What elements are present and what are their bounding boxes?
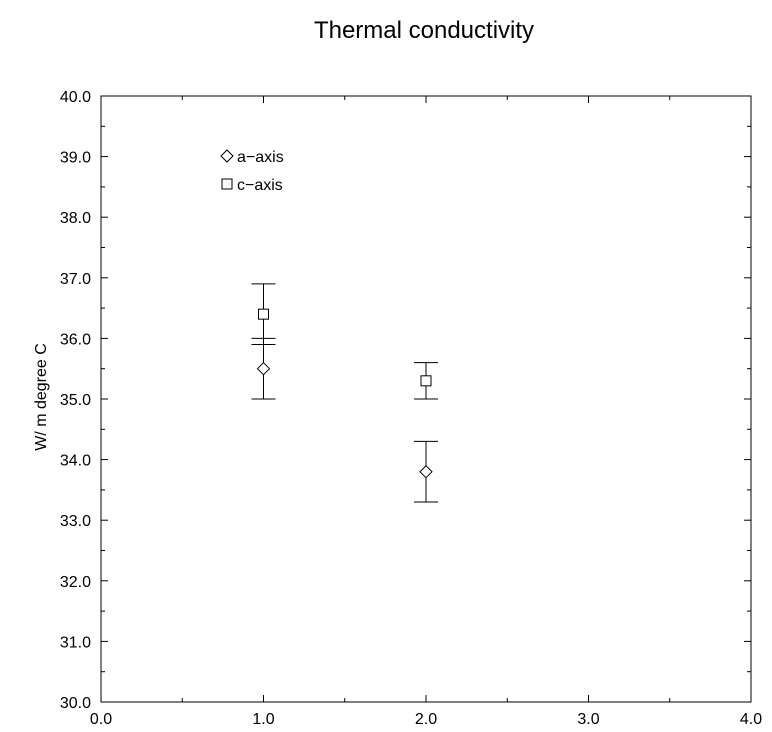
x-tick-label: 1.0	[252, 711, 274, 728]
x-tick-label: 0.0	[90, 711, 112, 728]
axis-tick-labels: 0.0 1.0 2.0 3.0 4.0 30.0 31.0 32.0 33.0 34.0 35.0 3…	[60, 89, 762, 728]
legend-diamond-icon	[220, 149, 234, 163]
y-tick-label: 30.0	[60, 695, 91, 712]
legend-label: a−axis	[237, 149, 284, 166]
data-markers	[256, 308, 433, 479]
square-point	[258, 308, 269, 320]
y-tick-label: 40.0	[60, 89, 91, 106]
y-tick-label: 31.0	[60, 634, 91, 651]
diamond-point	[419, 465, 433, 479]
x-tick-label: 4.0	[740, 711, 762, 728]
chart-title: Thermal conductivity	[314, 17, 534, 44]
y-tick-label: 35.0	[60, 392, 91, 409]
y-tick-label: 39.0	[60, 150, 91, 167]
x-tick-label: 2.0	[415, 711, 437, 728]
axis-ticks	[100, 95, 752, 703]
y-tick-label: 34.0	[60, 453, 91, 470]
y-axis-label: W/ m degree C	[33, 343, 50, 451]
y-tick-label: 38.0	[60, 210, 91, 227]
legend-square-icon	[221, 178, 233, 190]
y-tick-label: 32.0	[60, 574, 91, 591]
legend: a−axis c−axis	[220, 149, 284, 194]
y-tick-label: 33.0	[60, 513, 91, 530]
error-bars	[251, 283, 438, 503]
legend-label: c−axis	[237, 177, 283, 194]
y-tick-label: 36.0	[60, 331, 91, 348]
y-tick-label: 37.0	[60, 271, 91, 288]
square-point	[420, 375, 432, 387]
x-tick-label: 3.0	[577, 711, 599, 728]
diamond-point	[256, 361, 271, 376]
